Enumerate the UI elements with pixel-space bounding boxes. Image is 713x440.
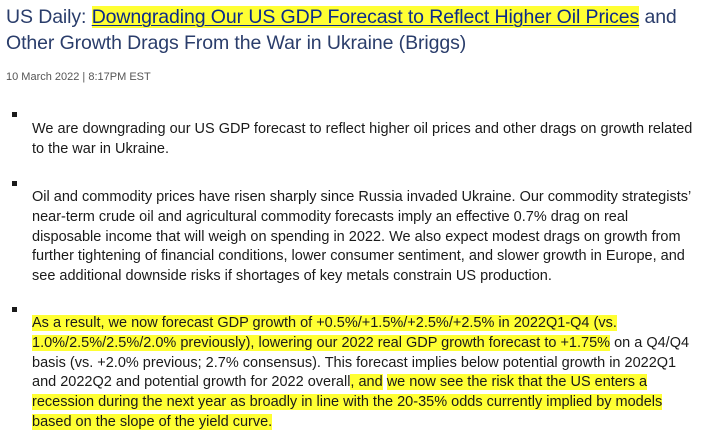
bullet-marker-1: [12, 112, 17, 117]
paragraph-3-middle: on a Q4/Q4 basis (vs. +2.0% previous; 2.…: [32, 334, 690, 391]
title-highlighted-link[interactable]: Downgrading Our US GDP Forecast to Refle…: [91, 6, 640, 28]
article-date: 10 March 2022 | 8:17PM EST: [6, 71, 151, 83]
bullet-paragraph-2: Oil and commodity prices have risen shar…: [32, 189, 691, 285]
bullet-paragraph-1: We are downgrading our US GDP forecast t…: [32, 121, 693, 157]
title-prefix: US Daily:: [6, 6, 92, 28]
bullet-paragraph-3: As a result, we now forecast GDP growth …: [32, 314, 697, 433]
bullet-marker-2: [12, 181, 17, 186]
highlight-and: , and: [350, 374, 383, 391]
title-suffix: and Other Growth Drags From the War in U…: [6, 6, 677, 54]
article-title: US Daily: Downgrading Our US GDP Forecas…: [6, 4, 710, 56]
bullet-marker-3: [12, 307, 17, 312]
highlight-forecast: As a result, we now forecast GDP growth …: [32, 315, 617, 351]
